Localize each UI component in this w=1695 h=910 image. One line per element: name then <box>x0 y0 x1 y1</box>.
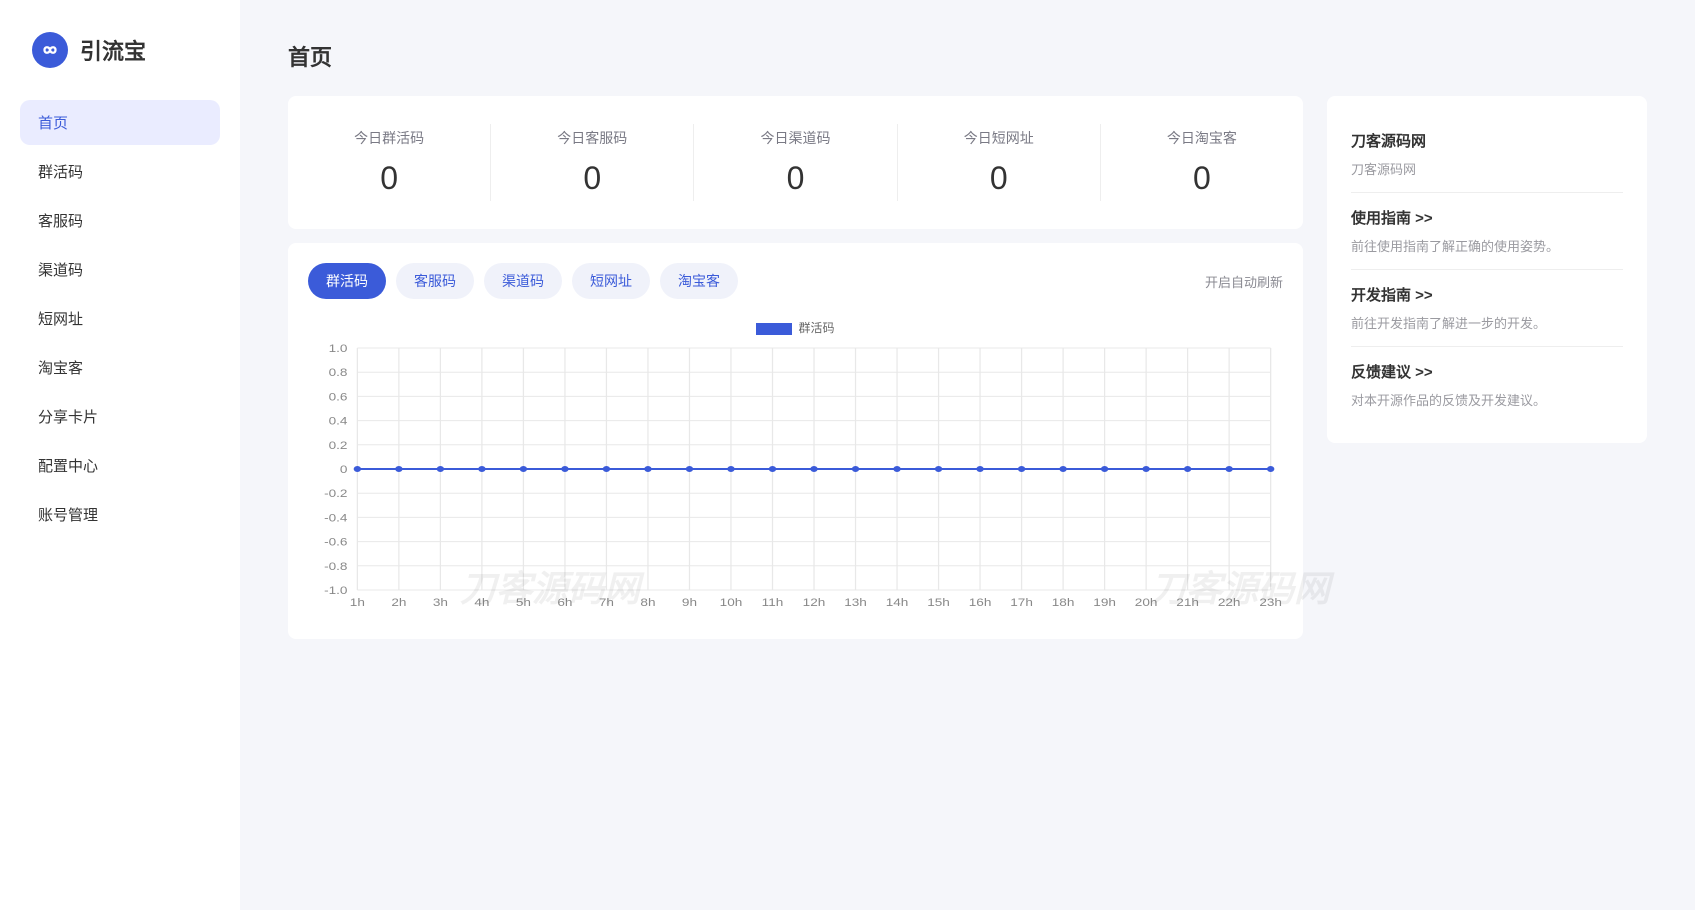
stat-item-2: 今日渠道码 0 <box>694 124 897 201</box>
info-section-3[interactable]: 反馈建议 >> 对本开源作品的反馈及开发建议。 <box>1351 347 1623 423</box>
svg-text:11h: 11h <box>762 596 784 608</box>
info-section-1[interactable]: 使用指南 >> 前往使用指南了解正确的使用姿势。 <box>1351 193 1623 270</box>
main-content: 首页 今日群活码0今日客服码0今日渠道码0今日短网址0今日淘宝客0 群活码客服码… <box>240 0 1695 910</box>
stat-label: 今日短网址 <box>898 128 1100 148</box>
stat-value: 0 <box>491 160 693 197</box>
stat-item-3: 今日短网址 0 <box>898 124 1101 201</box>
page-title: 首页 <box>288 40 1647 72</box>
svg-text:21h: 21h <box>1176 596 1199 608</box>
svg-text:16h: 16h <box>969 596 992 608</box>
info-title: 开发指南 >> <box>1351 284 1623 305</box>
chart-tab-2[interactable]: 渠道码 <box>484 263 562 299</box>
sidebar-item-6[interactable]: 分享卡片 <box>20 394 220 439</box>
svg-text:3h: 3h <box>433 596 448 608</box>
line-chart: 1.0 0.8 0.6 0.4 0.2 0 -0.2 -0.4 -0.6 -0.8 -1.01h 2h… <box>308 344 1283 614</box>
svg-text:20h: 20h <box>1135 596 1158 608</box>
app-name: 引流宝 <box>80 34 146 66</box>
stat-value: 0 <box>1101 160 1303 197</box>
stat-item-4: 今日淘宝客 0 <box>1101 124 1303 201</box>
svg-text:15h: 15h <box>927 596 950 608</box>
svg-text:22h: 22h <box>1218 596 1241 608</box>
chart-tab-0[interactable]: 群活码 <box>308 263 386 299</box>
stat-label: 今日客服码 <box>491 128 693 148</box>
chart-card: 群活码客服码渠道码短网址淘宝客 开启自动刷新 群活码 1.00.80.60.40… <box>288 243 1303 639</box>
chart-tab-3[interactable]: 短网址 <box>572 263 650 299</box>
sidebar-item-7[interactable]: 配置中心 <box>20 443 220 488</box>
stat-label: 今日渠道码 <box>694 128 896 148</box>
info-section-2[interactable]: 开发指南 >> 前往开发指南了解进一步的开发。 <box>1351 270 1623 347</box>
stat-value: 0 <box>288 160 490 197</box>
svg-text:17h: 17h <box>1010 596 1033 608</box>
svg-text:0.2: 0.2 <box>329 439 348 451</box>
svg-text:23h: 23h <box>1259 596 1282 608</box>
info-card: 刀客源码网刀客源码网使用指南 >>前往使用指南了解正确的使用姿势。开发指南 >>… <box>1327 96 1647 443</box>
sidebar-item-8[interactable]: 账号管理 <box>20 492 220 537</box>
sidebar-item-4[interactable]: 短网址 <box>20 296 220 341</box>
info-title: 反馈建议 >> <box>1351 361 1623 382</box>
svg-text:10h: 10h <box>720 596 743 608</box>
svg-text:8h: 8h <box>640 596 655 608</box>
svg-text:4h: 4h <box>474 596 489 608</box>
svg-text:13h: 13h <box>844 596 867 608</box>
svg-text:6h: 6h <box>557 596 572 608</box>
legend-swatch <box>756 323 792 335</box>
stat-value: 0 <box>898 160 1100 197</box>
stats-card: 今日群活码0今日客服码0今日渠道码0今日短网址0今日淘宝客0 <box>288 96 1303 229</box>
chart-legend: 群活码 <box>308 319 1283 336</box>
svg-text:0.6: 0.6 <box>329 391 348 403</box>
svg-text:-1.0: -1.0 <box>324 584 348 596</box>
svg-text:2h: 2h <box>391 596 406 608</box>
svg-text:12h: 12h <box>803 596 826 608</box>
info-desc: 前往开发指南了解进一步的开发。 <box>1351 313 1623 332</box>
sidebar-item-0[interactable]: 首页 <box>20 100 220 145</box>
svg-text:0: 0 <box>340 463 348 475</box>
info-desc: 前往使用指南了解正确的使用姿势。 <box>1351 236 1623 255</box>
stat-item-1: 今日客服码 0 <box>491 124 694 201</box>
svg-text:1.0: 1.0 <box>329 344 348 355</box>
info-desc: 对本开源作品的反馈及开发建议。 <box>1351 390 1623 409</box>
legend-label: 群活码 <box>798 321 834 335</box>
stat-item-0: 今日群活码 0 <box>288 124 491 201</box>
logo: 引流宝 <box>20 32 220 68</box>
info-title: 使用指南 >> <box>1351 207 1623 228</box>
svg-text:19h: 19h <box>1093 596 1116 608</box>
infinity-icon <box>32 32 68 68</box>
sidebar-item-1[interactable]: 群活码 <box>20 149 220 194</box>
svg-text:0.8: 0.8 <box>329 366 348 378</box>
sidebar-item-2[interactable]: 客服码 <box>20 198 220 243</box>
info-section-0: 刀客源码网刀客源码网 <box>1351 116 1623 193</box>
svg-text:-0.6: -0.6 <box>324 536 348 548</box>
stat-value: 0 <box>694 160 896 197</box>
chart-tab-4[interactable]: 淘宝客 <box>660 263 738 299</box>
svg-text:9h: 9h <box>682 596 697 608</box>
svg-text:1h: 1h <box>350 596 365 608</box>
svg-text:7h: 7h <box>599 596 614 608</box>
svg-text:-0.8: -0.8 <box>324 560 348 572</box>
chart-tab-group: 群活码客服码渠道码短网址淘宝客 <box>308 263 738 299</box>
svg-text:18h: 18h <box>1052 596 1075 608</box>
info-title: 刀客源码网 <box>1351 130 1623 151</box>
info-desc: 刀客源码网 <box>1351 159 1623 178</box>
svg-text:14h: 14h <box>886 596 909 608</box>
stat-label: 今日群活码 <box>288 128 490 148</box>
svg-text:-0.4: -0.4 <box>324 512 348 524</box>
auto-refresh-toggle[interactable]: 开启自动刷新 <box>1205 272 1283 291</box>
svg-text:-0.2: -0.2 <box>324 487 348 499</box>
stat-label: 今日淘宝客 <box>1101 128 1303 148</box>
sidebar-item-5[interactable]: 淘宝客 <box>20 345 220 390</box>
chart-tab-1[interactable]: 客服码 <box>396 263 474 299</box>
svg-text:5h: 5h <box>516 596 531 608</box>
sidebar-item-3[interactable]: 渠道码 <box>20 247 220 292</box>
sidebar: 引流宝 首页群活码客服码渠道码短网址淘宝客分享卡片配置中心账号管理 <box>0 0 240 910</box>
svg-text:0.4: 0.4 <box>329 415 348 427</box>
